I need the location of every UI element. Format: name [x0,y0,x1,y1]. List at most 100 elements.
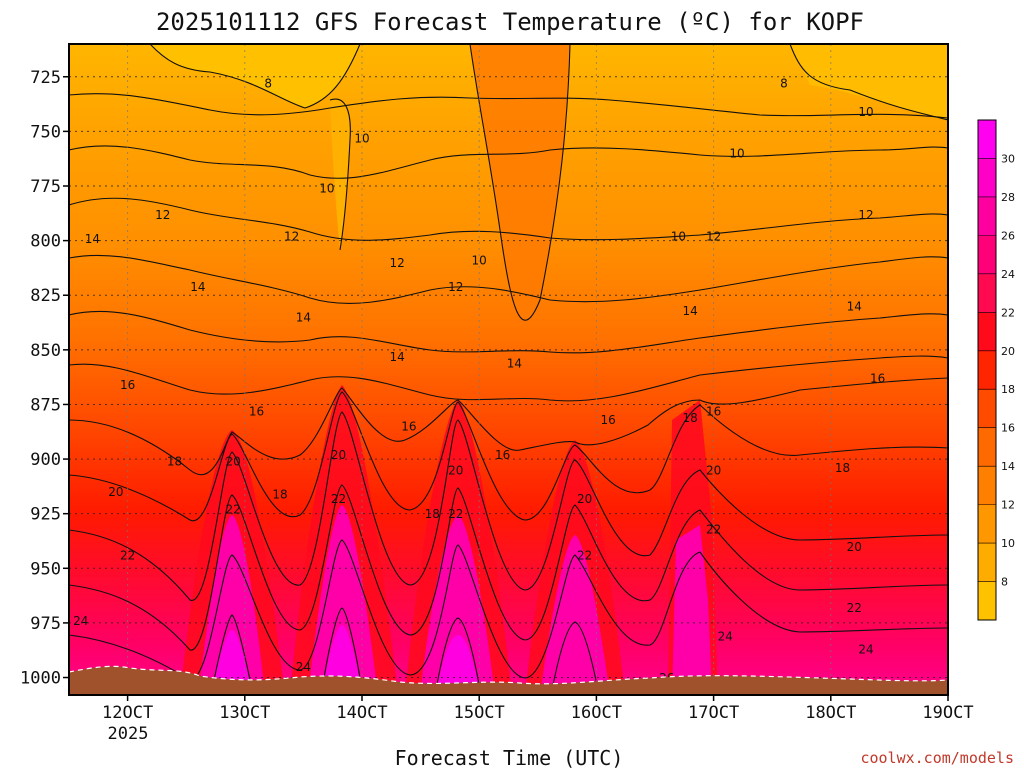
colorbar-segment [978,389,996,429]
plot-frame [68,43,949,696]
terrain-surface [69,666,948,695]
contour-label: 22 [706,522,721,536]
colorbar-label: 28 [1001,191,1015,204]
contour-line [69,484,948,651]
contour-label: 22 [331,492,346,506]
contour-label: 16 [870,372,885,386]
cool-pocket-left [150,44,360,108]
contour-line [69,93,948,119]
contour-label: 20 [448,463,463,477]
cool-pocket-narrow [330,99,351,251]
colorbar-label: 10 [1001,537,1015,550]
contour-label: 14 [507,356,522,370]
contour-line [321,607,363,691]
y-tick-label: 975 [30,614,61,634]
hot-core-17oct [672,525,712,695]
contour-line [469,44,571,321]
contour-label: 14 [296,310,311,324]
contour-label: 20 [108,485,123,499]
x-axis-label: Forecast Time (UTC) [395,746,624,768]
x-tick-label: 14OCT [336,703,387,723]
x-axis: 12OCT 13OCT 14OCT 15OCT 16OCT 17OCT 18OCT 19OCT [102,695,974,723]
cool-pocket-right [790,44,948,120]
y-tick-label: 750 [30,122,61,142]
contour-label: 24 [296,660,311,674]
colorbar-segment [978,466,996,506]
contour-label: 18 [425,507,440,521]
hot-core-14oct [308,505,378,695]
peak-core-15oct [436,635,480,695]
contour-line [69,310,948,354]
contour-line [69,539,948,681]
contour-label: 16 [249,404,264,418]
colorbar-label: 30 [1001,152,1015,165]
contour-label: 22 [225,503,240,517]
contour-line [69,197,948,241]
contour-line [69,145,948,179]
contour-label: 22 [577,549,592,563]
y-tick-label: 825 [30,286,61,306]
contour-label: 20 [847,540,862,554]
contour-line [69,377,948,476]
credit-link[interactable]: coolwx.com/models [860,749,1014,767]
contour-label: 10 [354,131,369,145]
colorbar-label: 22 [1001,306,1015,319]
contour-label: 18 [835,461,850,475]
contour-label: 16 [401,420,416,434]
contour-label: 22 [448,507,463,521]
x-tick-label: 19OCT [922,703,973,723]
colorbar-label: 24 [1001,268,1015,281]
contour-label: 14 [683,304,698,318]
contour-label: 14 [85,232,100,246]
contour-line [69,391,948,522]
contour-line [69,411,948,601]
x-tick-label: 13OCT [219,703,270,723]
y-tick-label: 800 [30,232,61,252]
contour-label: 16 [600,413,615,427]
y-tick-label: 950 [30,559,61,579]
y-tick-label: 725 [30,68,61,88]
colorbar-segment [978,273,996,313]
colorbar-segment [978,312,996,352]
y-tick-label: 1000 [20,669,61,689]
x-tick-label: 12OCT [102,703,153,723]
contour-label: 16 [120,378,135,392]
contour-line [69,355,948,402]
hot-core-15oct [420,515,495,695]
colorbar-segment [978,427,996,467]
colorbar-label: 14 [1001,460,1015,473]
contour-line [69,254,948,305]
y-tick-label: 850 [30,341,61,361]
hot-core-16oct [540,535,610,695]
surface-line [69,665,948,685]
contour-label: 24 [718,629,733,643]
contour-label: 12 [390,256,405,270]
colorbar-label: 20 [1001,345,1015,358]
colorbar-segment [978,581,996,621]
colorbar-segment [978,543,996,583]
colorbar-segment [978,196,996,236]
contour-label: 20 [331,448,346,462]
contour-label: 10 [671,230,686,244]
y-axis: 725 750 775 800 825 850 875 900 925 950 975 1000 [20,68,69,689]
contour-lines [69,44,948,691]
colorbar-label: 16 [1001,422,1015,435]
x-tick-label: 18OCT [805,703,856,723]
contour-label: 18 [683,411,698,425]
colorbar-segment [978,120,996,159]
contour-label: 20 [225,455,240,469]
chart-title: 2025101112 GFS Forecast Temperature (ºC)… [156,8,864,36]
contour-line [789,44,948,121]
hot-core-13oct [198,515,265,695]
y-tick-label: 925 [30,505,61,525]
contour-label: 14 [190,280,205,294]
colorbar-frame [977,119,997,621]
contour-label: 12 [284,230,299,244]
y-tick-label: 875 [30,395,61,415]
contour-label: 12 [448,280,463,294]
x-tick-label: 17OCT [688,703,739,723]
warm-column-15oct [470,44,570,321]
contour-line [435,617,481,691]
contour-line [551,621,599,691]
